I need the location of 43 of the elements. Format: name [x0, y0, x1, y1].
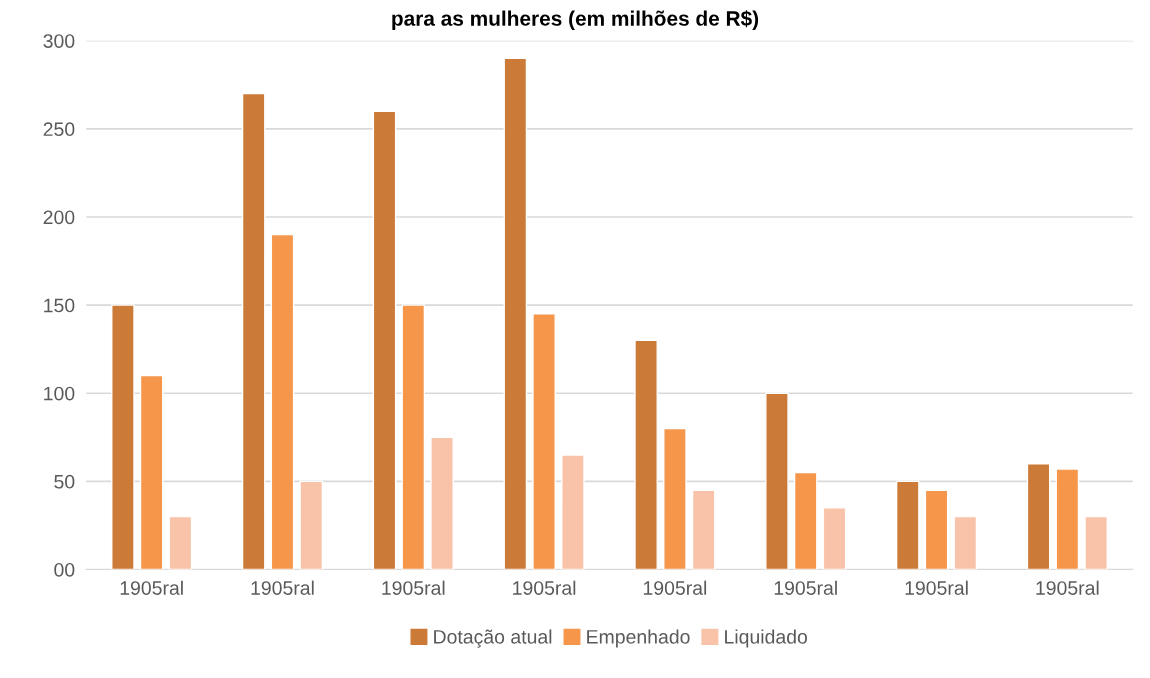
bar: [532, 313, 556, 570]
bar: [241, 92, 266, 570]
bar: [765, 392, 789, 570]
bar: [430, 436, 454, 570]
x-tick-label: 1905ral: [1036, 580, 1099, 595]
bar: [1055, 468, 1080, 570]
x-tick-label: 1905ral: [251, 580, 314, 595]
bar: [168, 515, 193, 570]
y-tick-label: 150: [44, 298, 75, 313]
bar: [793, 471, 818, 570]
bar: [139, 374, 164, 570]
x-tick-label: 1905ral: [643, 580, 707, 595]
bar: [895, 480, 920, 570]
x-tick-label: 1905ral: [774, 580, 837, 595]
legend-label: Liquidado: [725, 629, 808, 648]
x-tick-label: 1905ral: [382, 580, 445, 595]
bar: [401, 304, 426, 570]
bar: [299, 480, 324, 570]
bar: [634, 339, 658, 570]
y-tick-label: 250: [43, 122, 75, 137]
bar: [1026, 463, 1051, 570]
x-tick-label: 1905ral: [120, 580, 183, 595]
legend-label: Empenhado: [587, 629, 690, 648]
bar: [372, 110, 397, 570]
bar: [822, 507, 847, 570]
bar: [503, 57, 528, 570]
y-tick-label: 200: [43, 210, 75, 225]
bar: [1084, 515, 1108, 570]
y-tick-label: 00: [54, 562, 75, 577]
x-tick-label: 1905ral: [513, 580, 576, 595]
bar: [953, 515, 978, 570]
bar: [924, 489, 949, 570]
bar: [663, 427, 687, 570]
bar: [111, 304, 135, 570]
bar: [691, 489, 716, 570]
y-tick-label: 100: [44, 386, 75, 401]
y-tick-label: 300: [43, 34, 75, 48]
legend-label: Dotação atual: [434, 629, 552, 648]
x-tick-label: 1905ral: [905, 580, 968, 595]
bar: [561, 454, 585, 570]
y-tick-label: 50: [54, 474, 75, 489]
bar: [270, 233, 295, 570]
chart-title: para as mulheres (em milhões de R$): [392, 10, 759, 30]
